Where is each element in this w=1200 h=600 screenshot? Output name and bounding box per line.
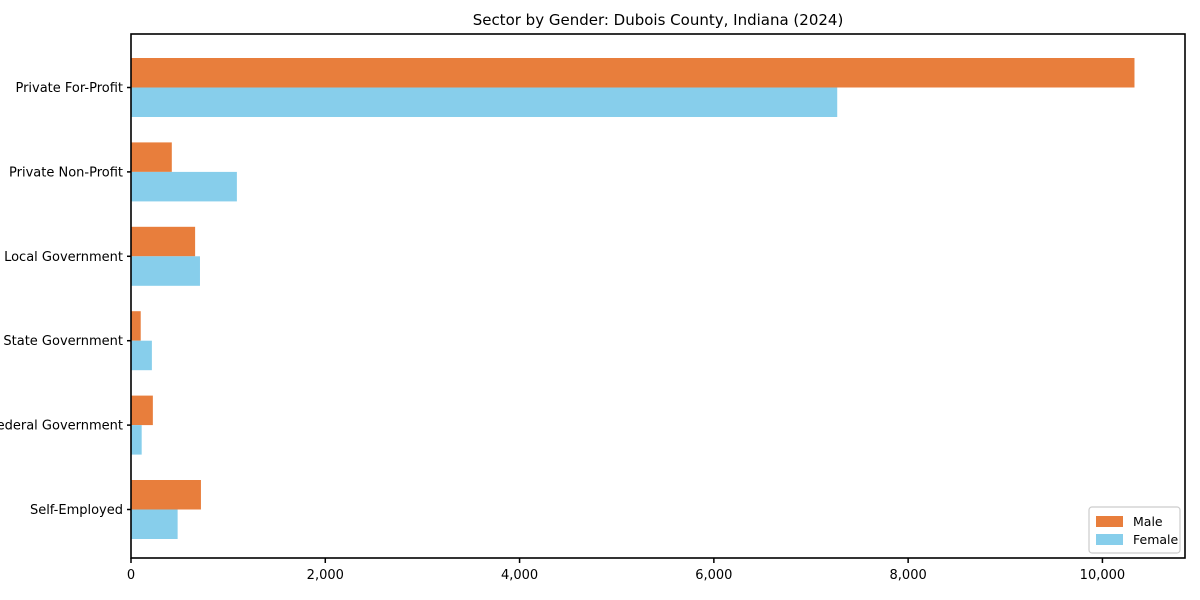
male-bar	[131, 226, 196, 257]
x-tick-label: 4,000	[501, 568, 538, 583]
x-tick-label: 2,000	[307, 568, 344, 583]
x-tick-label: 10,000	[1080, 568, 1126, 583]
female-bar	[131, 171, 237, 202]
x-tick-label: 0	[127, 568, 135, 583]
female-bar	[131, 340, 152, 371]
y-tick-label: State Government	[3, 334, 123, 349]
x-tick-label: 8,000	[890, 568, 927, 583]
legend-label-male: Male	[1133, 514, 1163, 529]
male-bar	[131, 480, 201, 510]
y-tick-label: Private Non-Profit	[9, 165, 123, 180]
female-bar	[131, 87, 838, 117]
chart-title: Sector by Gender: Dubois County, Indiana…	[472, 11, 844, 29]
x-tick-label: 6,000	[695, 568, 732, 583]
female-bar	[131, 509, 178, 539]
y-tick-label: Local Government	[4, 250, 123, 265]
y-tick-label: Self-Employed	[30, 503, 123, 518]
legend-swatch-female	[1096, 534, 1123, 545]
female-bar	[131, 425, 142, 455]
male-bar	[131, 58, 1135, 88]
male-bar	[131, 311, 141, 341]
male-bar	[131, 142, 172, 172]
legend-label-female: Female	[1133, 532, 1179, 547]
legend-swatch-male	[1096, 516, 1123, 527]
plot-border	[130, 33, 1186, 559]
y-tick-label: Private For-Profit	[15, 81, 123, 96]
male-bar	[131, 395, 153, 426]
female-bar	[131, 256, 200, 286]
y-tick-label: Federal Government	[0, 419, 123, 434]
